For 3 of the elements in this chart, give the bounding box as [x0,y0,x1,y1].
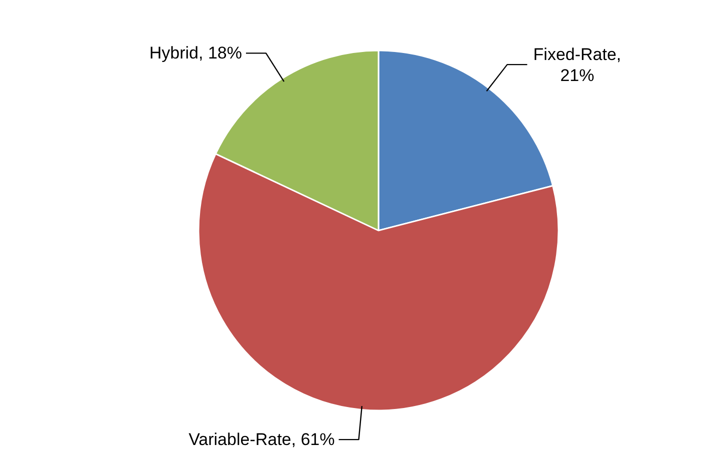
slice-label: Variable-Rate, 61% [188,430,335,450]
slice-label: Hybrid, 18% [149,44,242,63]
slice-label: Fixed-Rate, 21% [533,45,622,86]
